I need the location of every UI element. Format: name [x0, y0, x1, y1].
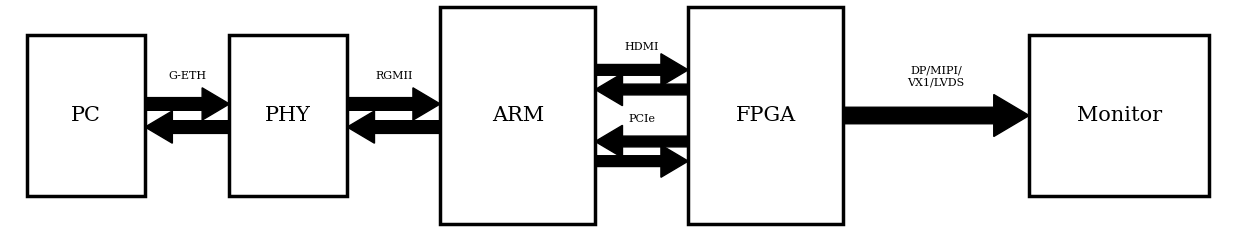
- Text: ARM: ARM: [491, 106, 544, 125]
- Text: G-ETH: G-ETH: [169, 71, 206, 81]
- FancyArrow shape: [595, 125, 688, 158]
- FancyArrow shape: [347, 88, 440, 120]
- Bar: [229, 35, 347, 196]
- Text: PHY: PHY: [265, 106, 311, 125]
- FancyArrow shape: [145, 88, 229, 120]
- FancyArrow shape: [595, 145, 688, 177]
- Text: DP/MIPI/
VX1/LVDS: DP/MIPI/ VX1/LVDS: [908, 65, 965, 87]
- Text: Monitor: Monitor: [1076, 106, 1162, 125]
- FancyArrow shape: [843, 94, 1029, 137]
- FancyArrow shape: [145, 111, 229, 143]
- Text: PCIe: PCIe: [629, 114, 655, 124]
- Bar: [440, 7, 595, 224]
- FancyArrow shape: [595, 54, 688, 86]
- FancyArrow shape: [347, 111, 440, 143]
- Bar: [27, 35, 145, 196]
- Text: RGMII: RGMII: [374, 71, 413, 81]
- FancyArrow shape: [595, 73, 688, 106]
- Text: FPGA: FPGA: [735, 106, 796, 125]
- Bar: [1029, 35, 1209, 196]
- Text: HDMI: HDMI: [625, 42, 658, 52]
- Text: PC: PC: [71, 106, 102, 125]
- Bar: [688, 7, 843, 224]
